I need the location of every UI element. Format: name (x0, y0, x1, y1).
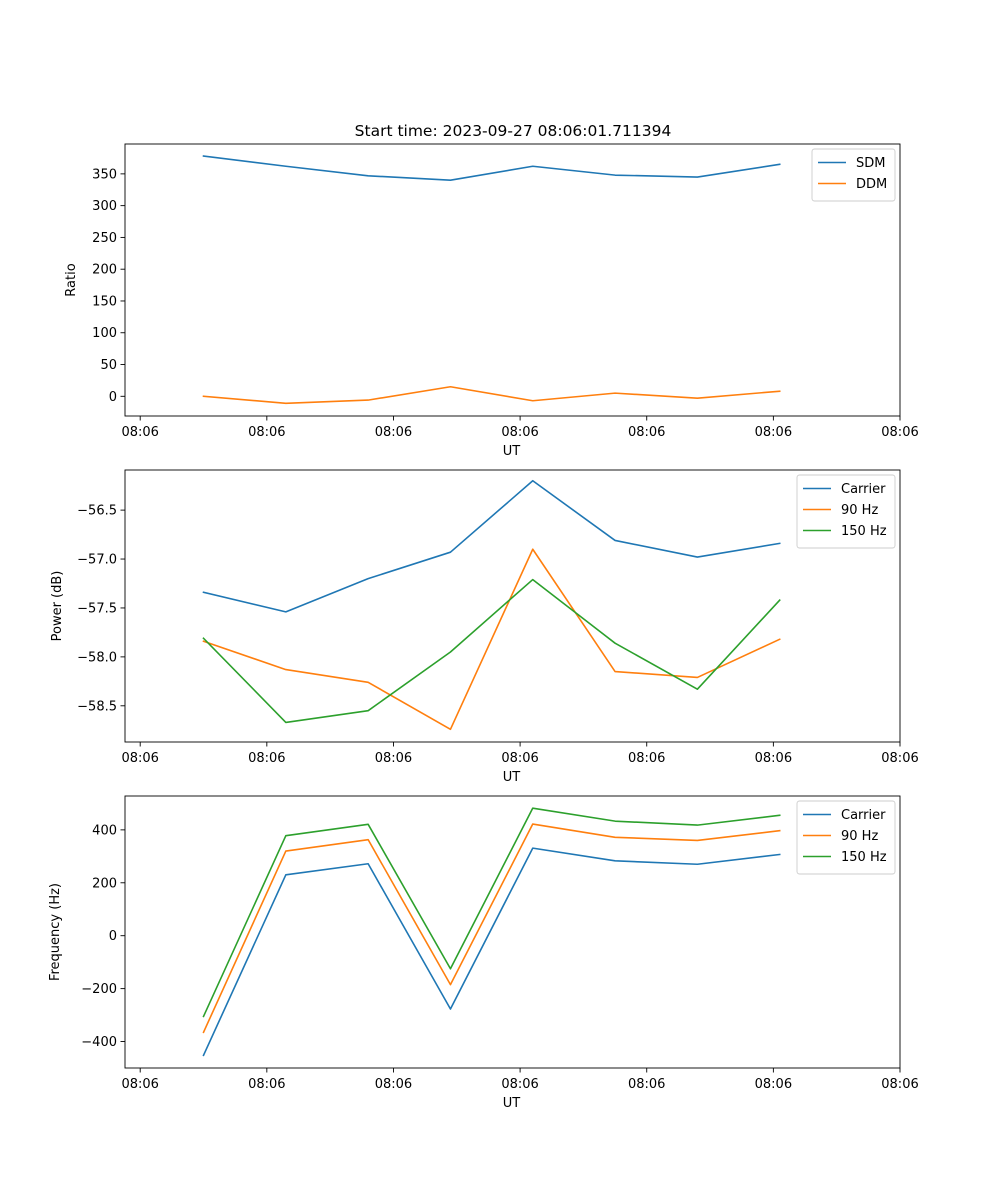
x-axis-label: UT (503, 444, 521, 459)
subplot-3: 08:0608:0608:0608:0608:0608:0608:0608:07… (48, 795, 919, 1111)
series-line-90-hz (202, 548, 781, 731)
plot-frame (124, 469, 901, 743)
series-line-150-hz (202, 578, 781, 724)
legend-label: SDM (856, 156, 885, 171)
x-axis-label: UT (503, 770, 521, 785)
legend-label: 90 Hz (841, 829, 878, 844)
y-tick-label: −400 (81, 1035, 117, 1050)
series-line-sdm (202, 155, 781, 182)
y-tick-label: 400 (92, 823, 117, 838)
legend-label: 150 Hz (841, 850, 887, 865)
y-tick-label: 100 (92, 326, 117, 341)
y-axis-label: Frequency (Hz) (48, 883, 63, 981)
x-tick-label: 08:06 (501, 425, 538, 440)
x-tick-label: 08:06 (755, 751, 792, 766)
x-tick-label: 08:06 (881, 1077, 918, 1092)
x-tick-label: 08:06 (121, 1077, 158, 1092)
series-line-carrier (202, 847, 781, 1057)
subplot-1: 08:0608:0608:0608:0608:0608:0608:0608:07… (64, 143, 919, 459)
x-tick-label: 08:06 (501, 751, 538, 766)
series-line-90-hz (202, 823, 781, 1034)
y-axis-label: Power (dB) (50, 571, 65, 642)
y-tick-label: 200 (92, 263, 117, 278)
x-axis-label: UT (503, 1096, 521, 1111)
legend-label: DDM (856, 177, 887, 192)
y-tick-label: 0 (109, 929, 117, 944)
y-tick-label: 250 (92, 231, 117, 246)
plot-frame (124, 143, 901, 417)
x-tick-label: 08:06 (628, 1077, 665, 1092)
y-tick-label: 0 (109, 390, 117, 405)
x-tick-label: 08:06 (121, 751, 158, 766)
x-tick-label: 08:06 (881, 751, 918, 766)
legend-label: Carrier (841, 482, 886, 497)
legend-label: 150 Hz (841, 524, 887, 539)
x-tick-label: 08:06 (248, 751, 285, 766)
legend-label: 90 Hz (841, 503, 878, 518)
y-tick-label: −57.0 (77, 553, 117, 568)
x-tick-label: 08:06 (755, 425, 792, 440)
x-tick-label: 08:06 (881, 425, 918, 440)
chart-title: Start time: 2023-09-27 08:06:01.711394 (355, 122, 672, 140)
x-tick-label: 08:06 (755, 1077, 792, 1092)
series-line-150-hz (202, 807, 781, 1018)
y-tick-label: 150 (92, 294, 117, 309)
x-tick-label: 08:06 (248, 425, 285, 440)
axes-container: 08:0608:0608:0608:0608:0608:0608:0608:07… (48, 143, 919, 1111)
x-tick-label: 08:06 (375, 425, 412, 440)
x-tick-label: 08:06 (501, 1077, 538, 1092)
x-tick-label: 08:06 (375, 1077, 412, 1092)
y-tick-label: 200 (92, 876, 117, 891)
legend-label: Carrier (841, 808, 886, 823)
subplot-2: 08:0608:0608:0608:0608:0608:0608:0608:07… (50, 469, 919, 785)
plot-frame (124, 795, 901, 1069)
x-tick-label: 08:06 (628, 425, 665, 440)
y-tick-label: −58.5 (77, 699, 117, 714)
x-tick-label: 08:06 (375, 751, 412, 766)
y-tick-label: 350 (92, 167, 117, 182)
y-tick-label: −200 (81, 982, 117, 997)
y-tick-label: 300 (92, 199, 117, 214)
x-tick-label: 08:06 (121, 425, 158, 440)
series-line-ddm (202, 385, 781, 405)
y-tick-label: −56.5 (77, 504, 117, 519)
x-tick-label: 08:06 (628, 751, 665, 766)
series-line-carrier (202, 479, 781, 613)
y-tick-label: −58.0 (77, 650, 117, 665)
y-tick-label: 50 (100, 358, 117, 373)
y-axis-label: Ratio (64, 263, 79, 296)
y-tick-label: −57.5 (77, 601, 117, 616)
x-tick-label: 08:06 (248, 1077, 285, 1092)
